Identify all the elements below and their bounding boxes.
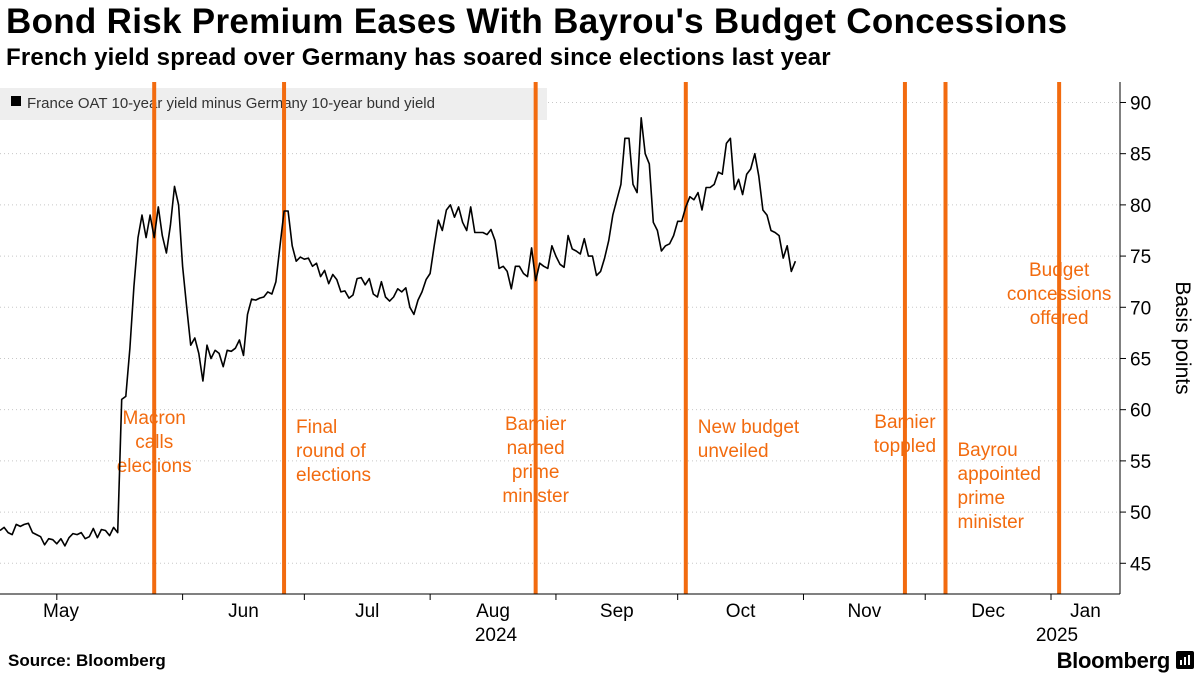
x-year-label: 2025 xyxy=(1036,625,1078,646)
legend-swatch xyxy=(11,96,21,106)
y-tick-label: 70 xyxy=(1130,298,1151,319)
series xyxy=(0,117,797,547)
event-label-line: Bayrou xyxy=(958,440,1018,461)
x-tick-label: Jan xyxy=(1070,601,1101,622)
event-label-line: prime xyxy=(512,462,560,483)
bloomberg-terminal-icon xyxy=(1176,651,1194,669)
event-label: Barnier toppled xyxy=(874,412,936,457)
chart-subtitle: French yield spread over Germany has soa… xyxy=(6,44,831,71)
event-label-line: round of xyxy=(296,441,366,462)
x-tick-label: Nov xyxy=(847,601,881,622)
x-tick-label: Aug xyxy=(476,601,510,622)
event-label: Barnier named prime minister xyxy=(502,414,569,507)
y-tick-label: 90 xyxy=(1130,93,1151,114)
event-label-line: elections xyxy=(117,456,192,477)
legend-label: France OAT 10-year yield minus Germany 1… xyxy=(27,95,435,112)
x-tick-label: Sep xyxy=(600,601,634,622)
event-label-line: minister xyxy=(502,486,569,507)
x-tick-label: Jun xyxy=(228,601,259,622)
event-label-line: minister xyxy=(958,512,1025,533)
event-label: New budget unveiled xyxy=(698,417,800,462)
event-label-line: toppled xyxy=(874,436,936,457)
y-axis-label: Basis points xyxy=(1171,281,1194,394)
y-tick-label: 55 xyxy=(1130,452,1151,473)
event-label-line: Budget xyxy=(1029,260,1090,281)
event-label-line: offered xyxy=(1030,308,1089,329)
event-label-line: appointed xyxy=(958,464,1041,485)
event-label: Budget concessions offered xyxy=(1007,260,1112,329)
event-markers: Macron calls elections Final round of electio… xyxy=(117,82,1112,594)
event-label-line: Final xyxy=(296,417,337,438)
y-tick-label: 60 xyxy=(1130,401,1151,422)
x-tick-label: May xyxy=(43,601,79,622)
bloomberg-logo: Bloomberg xyxy=(1056,648,1171,673)
event-label-line: calls xyxy=(135,432,173,453)
event-label-line: New budget xyxy=(698,417,800,438)
x-year-label: 2024 xyxy=(475,625,518,646)
y-tick-label: 75 xyxy=(1130,247,1151,268)
event-label-line: Barnier xyxy=(874,412,936,433)
event-label-line: concessions xyxy=(1007,284,1112,305)
event-label: Final round of elections xyxy=(296,417,371,486)
source-note: Source: Bloomberg xyxy=(8,651,166,670)
y-tick-label: 80 xyxy=(1130,196,1151,217)
y-tick-label: 85 xyxy=(1130,145,1151,166)
y-tick-label: 65 xyxy=(1130,349,1151,370)
axes: 45 50 55 60 65 70 75 80 85 90 May Jun Jul Aug 2024 Sep O… xyxy=(0,82,1151,646)
y-tick-label: 50 xyxy=(1130,503,1151,524)
event-label: Bayrou appointed prime minister xyxy=(958,440,1041,533)
event-label-line: elections xyxy=(296,465,371,486)
event-label-line: unveiled xyxy=(698,441,769,462)
x-tick-label: Oct xyxy=(726,601,756,622)
event-label-line: prime xyxy=(958,488,1006,509)
spread-line xyxy=(0,117,797,547)
event-label: Macron calls elections xyxy=(117,408,192,477)
event-label-line: Barnier xyxy=(505,414,567,435)
event-label-line: Macron xyxy=(123,408,186,429)
y-tick-label: 45 xyxy=(1130,554,1151,575)
legend-background xyxy=(0,88,547,120)
event-label-line: named xyxy=(507,438,565,459)
x-tick-label: Jul xyxy=(355,601,379,622)
x-tick-label: Dec xyxy=(971,601,1005,622)
grid-lines xyxy=(0,101,1120,564)
chart-title: Bond Risk Premium Eases With Bayrou's Bu… xyxy=(6,2,1068,41)
